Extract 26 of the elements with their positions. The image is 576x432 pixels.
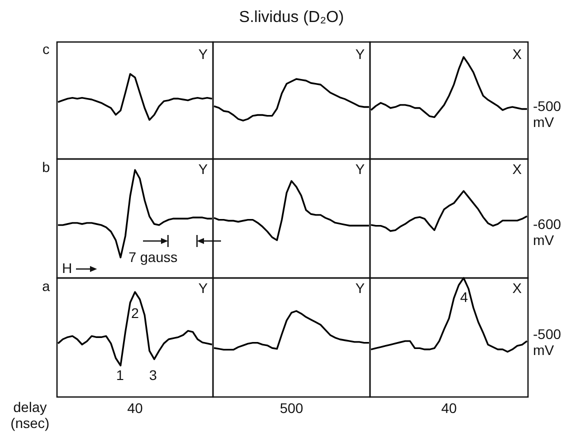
text: Y: [355, 280, 366, 296]
x-axis-title: 40: [127, 400, 143, 416]
annotation: Y: [198, 161, 208, 177]
text: a: [42, 278, 50, 294]
x-axis-title: 40: [441, 400, 457, 416]
text: Y: [198, 46, 208, 62]
chart-title: S.lividus (D₂O): [239, 9, 344, 26]
annotation: 4: [460, 289, 468, 305]
text: -600 mV: [533, 216, 562, 248]
text: delay (nsec): [10, 399, 50, 431]
annotation: 1: [116, 367, 124, 383]
text: b: [42, 159, 50, 175]
annotation: 7 gauss: [128, 249, 178, 265]
text: -500 mV: [533, 326, 562, 358]
text: -500 mV: [533, 98, 562, 130]
annotation: 3: [149, 367, 158, 383]
text: X: [512, 161, 522, 177]
annotation: Y: [198, 280, 208, 296]
annotation: H: [62, 260, 72, 276]
text: Y: [355, 46, 366, 62]
annotation: 2: [131, 305, 140, 321]
text: c: [42, 41, 50, 57]
annotation: X: [512, 46, 522, 62]
x-axis-title: 500: [280, 400, 304, 416]
text: Y: [355, 161, 366, 177]
annotation: X: [512, 280, 522, 296]
